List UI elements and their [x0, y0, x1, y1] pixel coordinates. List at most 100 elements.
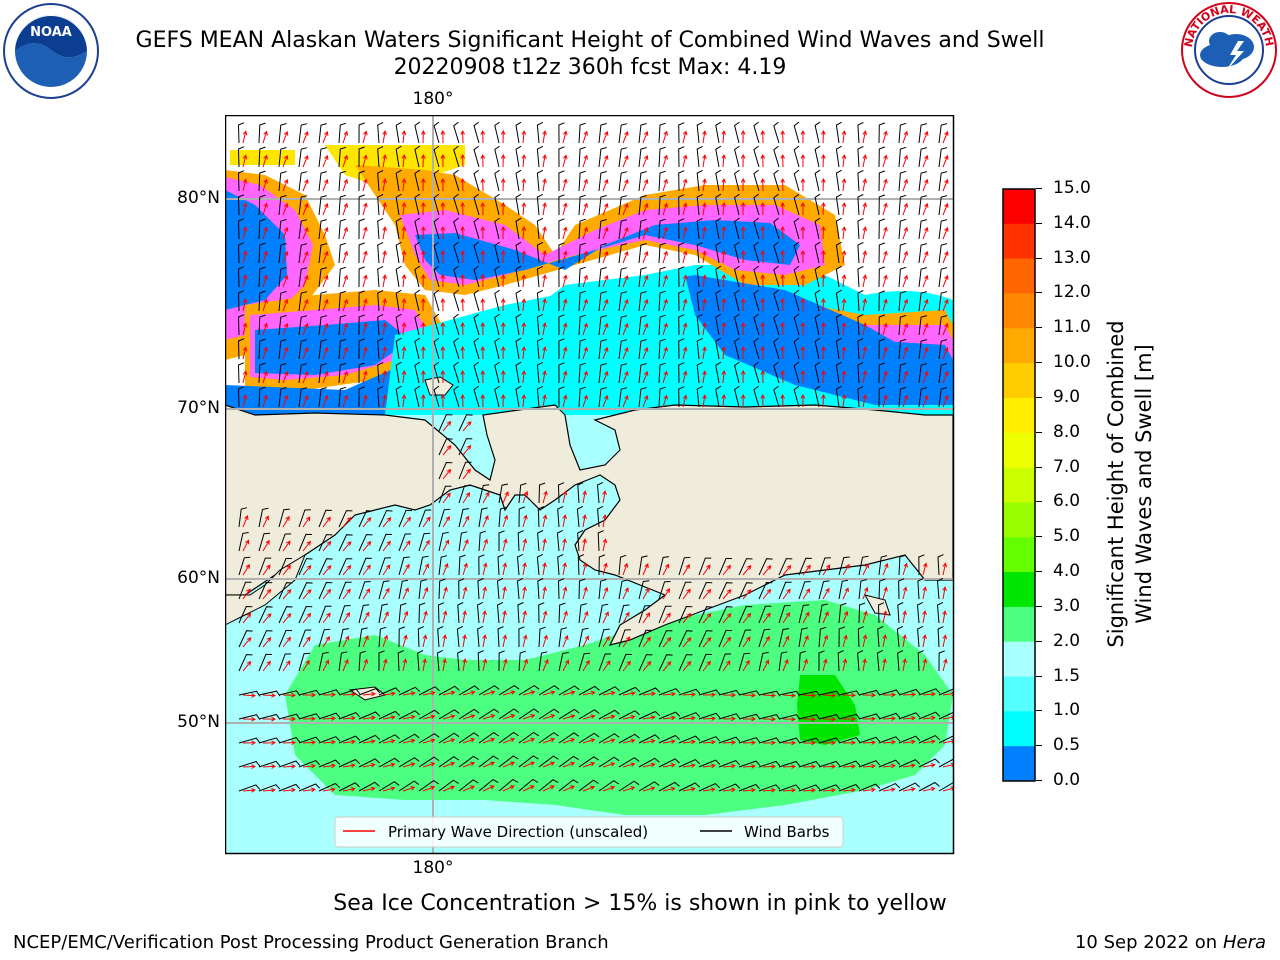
wave-arrow	[521, 202, 527, 216]
wind-barb	[338, 242, 347, 264]
wind-barb	[358, 534, 373, 552]
wind-barb	[938, 267, 948, 288]
wind-barb	[517, 602, 524, 624]
wind-barb	[718, 606, 733, 624]
wave-arrow	[562, 274, 568, 288]
colorbar-tick-label: 6.0	[1053, 491, 1081, 512]
wind-barb	[734, 313, 740, 336]
wave-arrow	[721, 177, 727, 192]
wave-arrow	[760, 249, 766, 264]
wind-barb	[258, 713, 281, 720]
wave-arrow	[401, 322, 407, 336]
wind-barb	[818, 714, 841, 720]
wave-arrow	[642, 298, 649, 312]
wind-barb	[498, 755, 519, 768]
wave-arrow	[262, 693, 277, 698]
wave-arrow	[842, 787, 856, 793]
wave-arrow	[642, 130, 649, 144]
wind-barb	[578, 756, 600, 768]
wind-barb	[418, 579, 427, 600]
wind-barb	[418, 532, 431, 552]
wind-barb	[418, 709, 440, 720]
wind-barb	[838, 626, 846, 648]
wind-barb	[835, 121, 842, 144]
wave-arrow	[562, 490, 568, 504]
wind-barb	[758, 690, 781, 697]
wave-arrow	[622, 346, 629, 360]
wave-arrow	[762, 740, 777, 746]
wind-barb	[938, 219, 948, 240]
wave-arrow	[642, 660, 652, 672]
wind-barb	[734, 337, 740, 360]
wave-arrow	[402, 540, 411, 552]
wind-barb	[398, 626, 406, 648]
wind-barb	[718, 653, 732, 672]
wind-barb	[537, 578, 544, 600]
wave-arrow	[820, 369, 826, 384]
wind-barb	[318, 509, 332, 528]
wave-arrow	[902, 202, 909, 216]
wind-barb	[494, 217, 500, 240]
colorbar-tick-mark	[1036, 466, 1042, 468]
wind-barb	[538, 685, 560, 696]
wave-arrow	[722, 589, 732, 600]
wind-barb	[453, 169, 460, 192]
wave-arrow	[721, 153, 727, 168]
wind-barb	[578, 652, 591, 672]
wind-barb	[438, 414, 453, 432]
wave-arrow	[562, 785, 575, 792]
wind-barb	[857, 146, 864, 168]
wind-barb	[898, 218, 907, 240]
wave-arrow	[562, 202, 568, 216]
wind-barb	[878, 170, 886, 192]
wave-arrow	[922, 226, 929, 240]
wind-barb	[696, 193, 703, 216]
wave-arrow	[642, 154, 649, 168]
wind-barb	[918, 291, 928, 312]
wind-barb	[618, 219, 628, 240]
wind-barb	[778, 651, 788, 672]
wind-barb	[698, 689, 721, 696]
wave-arrow	[922, 715, 936, 721]
wind-barb	[838, 737, 861, 744]
wave-arrow	[662, 298, 668, 312]
wind-barb	[596, 481, 604, 504]
wave-arrow	[762, 564, 772, 576]
wave-arrow	[702, 692, 717, 698]
wave-arrow	[262, 274, 268, 288]
wave-arrow	[342, 394, 349, 408]
wind-barb	[338, 581, 352, 600]
wave-arrow	[242, 154, 248, 168]
wave-arrow	[460, 249, 466, 264]
wind-barb	[438, 756, 459, 768]
wave-arrow	[662, 130, 668, 144]
wave-arrow	[303, 692, 317, 698]
wind-barb	[537, 530, 544, 552]
wave-arrow	[442, 515, 450, 528]
wave-arrow	[882, 202, 888, 216]
wind-barb	[518, 650, 527, 672]
wind-barb	[318, 651, 329, 672]
wave-arrow	[882, 346, 888, 360]
wind-barb	[698, 783, 721, 792]
wave-arrow	[702, 739, 716, 745]
wave-arrow	[841, 250, 847, 264]
wave-arrow	[401, 202, 407, 216]
wind-barb	[918, 147, 928, 168]
wind-barb	[538, 732, 559, 744]
wind-barb	[838, 556, 850, 576]
wave-arrow	[702, 394, 707, 408]
wind-barb	[734, 289, 740, 312]
wave-arrow	[322, 298, 329, 312]
wave-arrow	[622, 762, 636, 768]
wind-barb	[536, 385, 544, 408]
wave-arrow	[342, 154, 349, 168]
wave-arrow	[562, 538, 567, 552]
wind-barb	[318, 387, 327, 408]
wind-barb	[598, 171, 607, 192]
wind-barb	[473, 361, 480, 384]
wave-arrow	[862, 586, 869, 600]
wind-barb	[338, 362, 347, 384]
wave-arrow	[820, 177, 826, 192]
wave-arrow	[442, 468, 452, 480]
